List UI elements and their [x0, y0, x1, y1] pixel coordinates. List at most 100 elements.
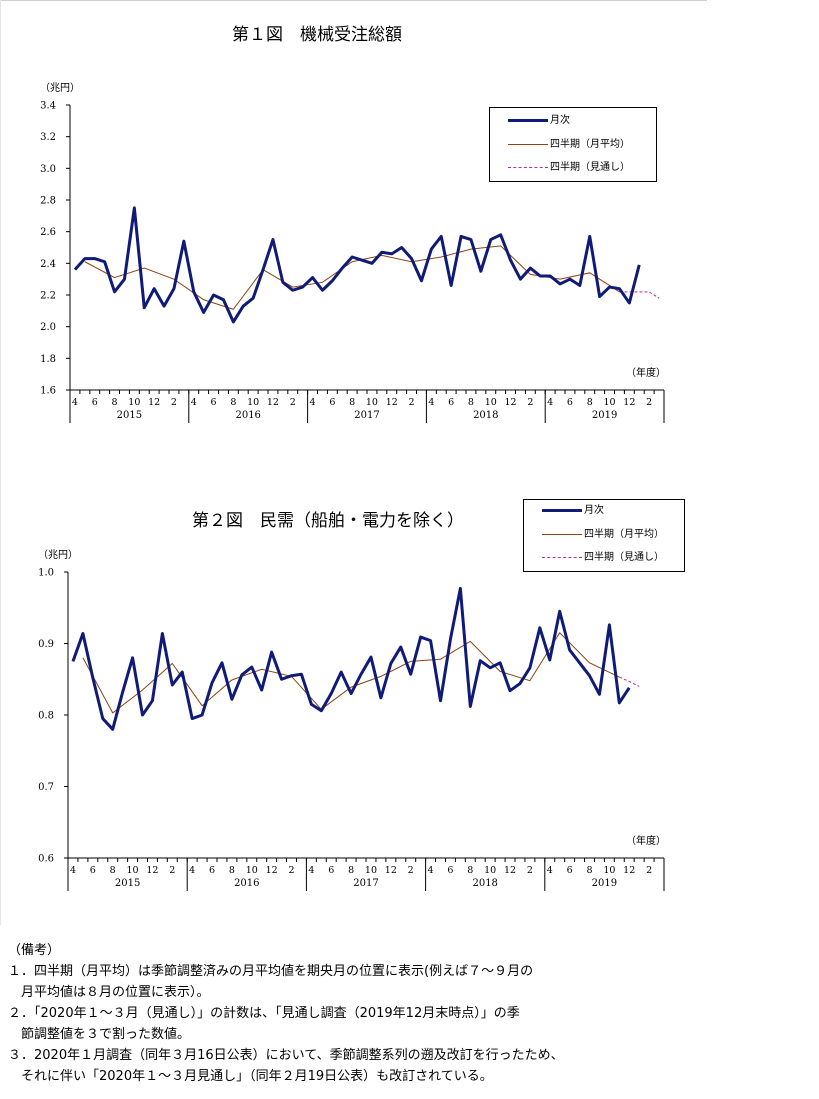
chart2-legend: 月次 四半期（月平均） 四半期（見通し） [523, 499, 685, 572]
y-unit-label: （兆円） [40, 82, 80, 94]
note-line: それに伴い「2020年１～３月見通し」（同年２月19日公表）も改訂されている。 [8, 1069, 493, 1084]
x-tick-label: 8 [230, 397, 236, 408]
x-tick-label: 12 [148, 397, 160, 408]
legend-monthly-swatch [508, 119, 548, 122]
x-tick-label: 10 [365, 865, 377, 876]
x-tick-label: 4 [191, 397, 197, 408]
note-line: ２．「2020年１～３月（見通し）」の計数は、「見通し調査（2019年12月末時… [8, 1006, 520, 1021]
x-tick-label: 6 [328, 865, 334, 876]
legend-quarterly-swatch [508, 144, 548, 145]
x-tick-label: 4 [189, 865, 195, 876]
x-tick-label: 6 [448, 397, 454, 408]
x-tick-label: 2 [171, 397, 177, 408]
x-tick-label: 8 [348, 865, 354, 876]
notes-heading: （備考） [8, 943, 61, 958]
year-label: 2017 [354, 410, 379, 421]
x-tick-label: 6 [209, 865, 215, 876]
x-unit-label: （年度） [626, 366, 666, 379]
series-outlook [619, 676, 640, 687]
y-tick-label: 2.2 [40, 291, 56, 302]
x-tick-label: 2 [646, 397, 652, 408]
x-tick-label: 10 [484, 865, 496, 876]
x-tick-label: 12 [505, 397, 517, 408]
x-tick-label: 4 [547, 397, 553, 408]
x-tick-label: 12 [623, 397, 635, 408]
x-tick-label: 10 [246, 865, 258, 876]
x-tick-label: 12 [266, 865, 278, 876]
x-tick-label: 10 [128, 397, 140, 408]
x-tick-label: 2 [646, 865, 652, 876]
legend-outlook: 四半期（見通し） [524, 551, 684, 565]
y-unit-label: （兆円） [38, 549, 78, 561]
y-tick-label: 2.0 [40, 322, 56, 333]
legend-outlook-label: 四半期（見通し） [584, 552, 664, 563]
chart1-plot: 1.6 1.8 2.0 2.2 2.4 2.6 2.8 3.0 3.2 3.4 （兆円） （年度） 4 6… [40, 82, 666, 423]
x-tick-label: 6 [92, 397, 98, 408]
y-tick-label: 3.0 [40, 164, 56, 175]
series-quarterly [82, 631, 620, 714]
series-monthly [71, 586, 631, 731]
x-tick-label: 2 [409, 397, 415, 408]
x-tick-label: 6 [567, 397, 573, 408]
x-tick-label: 8 [467, 865, 473, 876]
x-tick-label: 10 [604, 397, 616, 408]
x-tick-label: 4 [310, 397, 316, 408]
x-tick-label: 12 [386, 397, 398, 408]
y-tick-label: 0.6 [38, 854, 54, 865]
x-tick-label: 8 [110, 865, 116, 876]
x-tick-label: 2 [169, 865, 175, 876]
x-tick-label: 10 [603, 865, 615, 876]
chart1-title: 第１図 機械受注総額 [232, 25, 402, 45]
year-label: 2017 [353, 878, 378, 889]
year-label: 2018 [472, 878, 497, 889]
top-border [0, 0, 707, 1]
x-unit-label: （年度） [626, 834, 666, 847]
legend-outlook-swatch [508, 167, 548, 168]
x-tick-label: 8 [587, 397, 593, 408]
note-line: 節調整値を３で割った数値。 [8, 1027, 191, 1042]
x-tick-label: 10 [485, 397, 497, 408]
y-tick-label: 2.6 [40, 227, 56, 238]
legend-quarterly-label: 四半期（月平均） [584, 529, 664, 540]
legend-monthly: 月次 [490, 114, 656, 128]
legend-monthly-label: 月次 [550, 115, 570, 126]
x-tick-label: 4 [428, 865, 434, 876]
x-tick-label: 8 [229, 865, 235, 876]
y-tick-label: 0.9 [38, 639, 54, 650]
y-tick-label: 0.8 [38, 711, 54, 722]
legend-outlook-swatch [542, 557, 582, 558]
year-label: 2019 [592, 878, 617, 889]
y-tick-label: 3.2 [40, 132, 56, 143]
y-tick-label: 1.0 [38, 568, 54, 579]
legend-quarterly-label: 四半期（月平均） [550, 139, 630, 150]
x-tick-label: 4 [547, 865, 553, 876]
legend-monthly-swatch [542, 509, 582, 512]
x-tick-label: 2 [288, 865, 294, 876]
notes: （備考） １．四半期（月平均）は季節調整済みの月平均値を期央月の位置に表示(例え… [8, 940, 728, 1087]
legend-monthly: 月次 [524, 504, 684, 518]
x-tick-label: 2 [408, 865, 414, 876]
x-tick-label: 6 [329, 397, 335, 408]
note-line: 月平均値は８月の位置に表示）。 [8, 985, 210, 1000]
x-tick-label: 2 [290, 397, 296, 408]
x-tick-label: 2 [527, 865, 533, 876]
x-tick-label: 8 [468, 397, 474, 408]
x-tick-label: 12 [267, 397, 279, 408]
x-tick-label: 8 [112, 397, 118, 408]
x-tick-label: 10 [247, 397, 259, 408]
left-border [0, 0, 1, 925]
x-tick-label: 4 [70, 865, 76, 876]
note-line: １．四半期（月平均）は季節調整済みの月平均値を期央月の位置に表示(例えば７～９月… [8, 964, 534, 979]
legend-quarterly: 四半期（月平均） [490, 138, 656, 152]
year-label: 2015 [115, 878, 140, 889]
x-tick-label: 12 [623, 865, 635, 876]
x-tick-label: 6 [567, 865, 573, 876]
x-tick-label: 6 [447, 865, 453, 876]
y-tick-label: 0.7 [38, 782, 54, 793]
x-tick-label: 12 [385, 865, 397, 876]
x-tick-label: 4 [308, 865, 314, 876]
y-tick-label: 2.8 [40, 196, 56, 207]
year-label: 2016 [235, 410, 260, 421]
legend-outlook: 四半期（見通し） [490, 161, 656, 175]
x-tick-label: 4 [428, 397, 434, 408]
